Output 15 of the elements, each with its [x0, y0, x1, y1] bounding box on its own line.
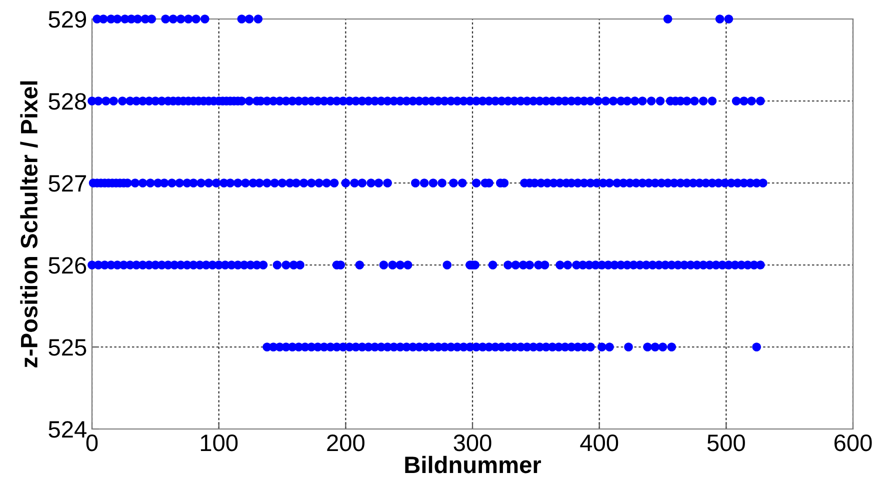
x-axis-title: Bildnummer: [405, 456, 542, 474]
y-tick-label: 526: [48, 257, 86, 274]
x-tick-label: 0: [86, 434, 98, 452]
x-tick-label: 600: [834, 434, 872, 452]
y-tick-label: 525: [48, 339, 86, 356]
x-tick-label: 200: [327, 434, 364, 452]
y-axis-title: z-Position Schulter / Pixel: [20, 81, 38, 368]
y-tick-label: 528: [48, 93, 86, 110]
y-tick-label: 529: [48, 11, 86, 28]
y-tick-label: 527: [48, 175, 86, 192]
x-tick-label: 400: [580, 434, 618, 452]
x-tick-label: 500: [707, 434, 745, 452]
x-tick-label: 100: [200, 434, 238, 452]
x-tick-label: 300: [454, 434, 492, 452]
y-tick-label: 524: [48, 421, 86, 438]
